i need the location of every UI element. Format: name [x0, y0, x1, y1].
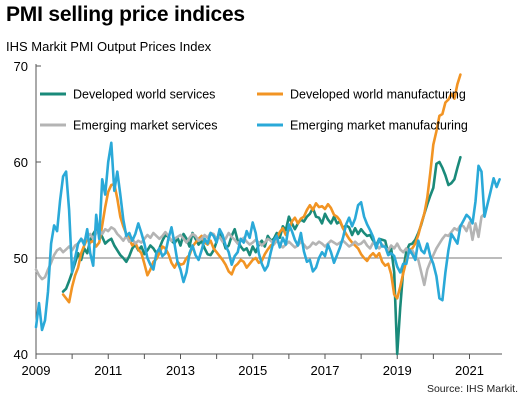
x-tick-label: 2015 [238, 363, 267, 378]
y-tick-label: 70 [14, 59, 28, 74]
y-tick-label: 40 [14, 347, 28, 362]
x-tick-label: 2011 [94, 363, 122, 378]
x-tick-label: 2021 [455, 363, 484, 378]
x-tick-label: 2017 [311, 363, 340, 378]
series-line-developed-world-services [61, 155, 462, 356]
legend-label: Developed world manufacturing [290, 88, 466, 102]
series-line-emerging-market-manufacturing [34, 141, 501, 332]
x-tick-label: 2019 [383, 363, 412, 378]
y-tick-label: 60 [14, 155, 28, 170]
chart-subtitle: IHS Markit PMI Output Prices Index [6, 39, 212, 54]
legend-label: Emerging market services [73, 119, 218, 133]
chart-legend: Developed world services Developed world … [40, 88, 468, 133]
legend-label: Emerging market manufacturing [290, 119, 468, 133]
source-note: Source: IHS Markit. [426, 383, 518, 395]
chart-axes: 40 50 60 70 2009 2011 2013 2015 2017 2019 2021 [14, 59, 502, 378]
series-lines [34, 73, 501, 356]
legend-label: Developed world services [73, 88, 215, 102]
y-tick-label: 50 [14, 251, 28, 266]
chart-title: PMI selling price indices [6, 3, 245, 26]
x-tick-label: 2009 [22, 363, 51, 378]
x-tick-label: 2013 [166, 363, 195, 378]
